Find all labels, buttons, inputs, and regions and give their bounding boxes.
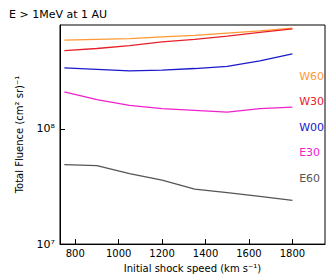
svg-text:1800: 1800 xyxy=(280,248,305,259)
svg-text:E30: E30 xyxy=(299,146,320,159)
svg-text:E60: E60 xyxy=(299,172,320,185)
svg-text:1600: 1600 xyxy=(236,248,261,259)
svg-text:Total Fluence (cm² sr)⁻¹: Total Fluence (cm² sr)⁻¹ xyxy=(14,76,25,195)
svg-text:1400: 1400 xyxy=(193,248,218,259)
svg-text:E > 1MeV at 1 AU: E > 1MeV at 1 AU xyxy=(9,8,107,21)
svg-text:10⁷: 10⁷ xyxy=(37,238,55,251)
svg-text:800: 800 xyxy=(66,248,85,259)
svg-text:W30: W30 xyxy=(299,95,324,108)
svg-text:1000: 1000 xyxy=(106,248,131,259)
svg-text:10⁸: 10⁸ xyxy=(37,122,56,135)
svg-text:1200: 1200 xyxy=(149,248,174,259)
svg-text:Initial shock speed (km s⁻¹): Initial shock speed (km s⁻¹) xyxy=(124,263,261,274)
svg-text:W60: W60 xyxy=(299,70,324,83)
svg-text:W00: W00 xyxy=(299,121,324,134)
